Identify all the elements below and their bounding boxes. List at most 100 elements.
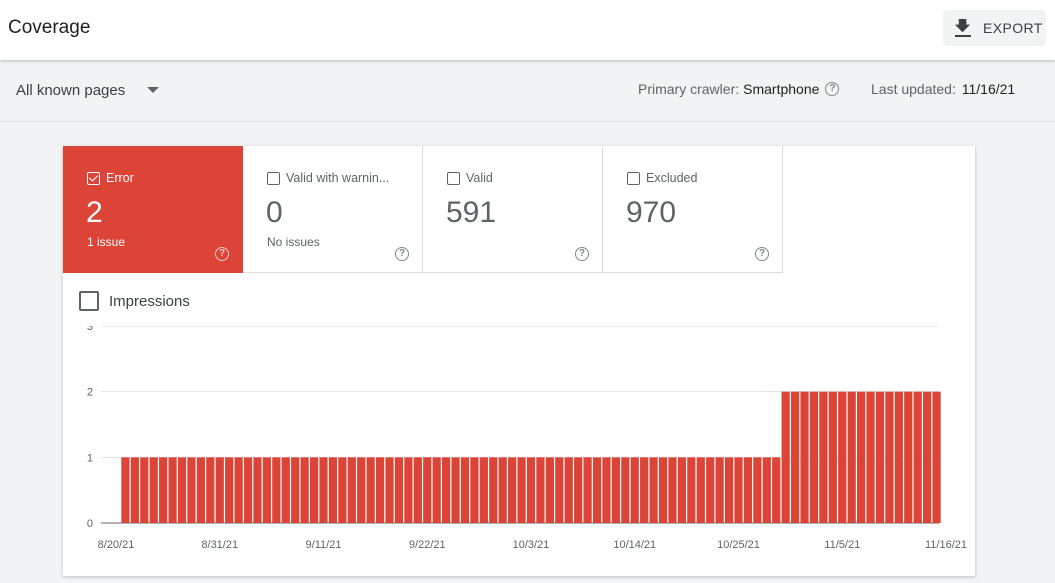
bar xyxy=(328,457,338,523)
impressions-label: Impressions xyxy=(109,292,190,310)
bar xyxy=(149,457,158,523)
bar xyxy=(555,457,564,523)
help-icon[interactable]: ? xyxy=(755,247,769,261)
checkbox-icon xyxy=(627,171,640,185)
help-icon[interactable]: ? xyxy=(215,247,229,261)
bar xyxy=(404,457,413,523)
bar xyxy=(856,391,866,523)
scope-label: All known pages xyxy=(16,81,126,99)
download-icon xyxy=(954,18,971,37)
bar xyxy=(196,457,206,523)
checkbox-icon xyxy=(267,171,280,185)
bar xyxy=(800,391,809,523)
bar xyxy=(762,457,771,523)
caret-down-icon xyxy=(147,87,160,93)
bar xyxy=(526,457,536,523)
bar xyxy=(696,457,705,523)
bar xyxy=(781,391,790,523)
bar xyxy=(479,457,488,523)
bar xyxy=(640,457,649,523)
bar xyxy=(819,391,828,523)
bar xyxy=(187,457,196,523)
tile-valid[interactable]: Valid 591 ? xyxy=(423,146,603,273)
bar xyxy=(574,457,583,523)
bar xyxy=(451,457,460,523)
tile-error[interactable]: Error 2 1 issue ? xyxy=(63,146,243,273)
y-tick-label: 3 xyxy=(87,326,93,333)
bar xyxy=(375,457,385,523)
bar xyxy=(677,457,687,523)
bar xyxy=(932,391,941,523)
bar xyxy=(309,457,319,523)
checkbox-icon xyxy=(87,171,100,185)
bar xyxy=(121,457,130,523)
x-tick-label: 10/25/21 xyxy=(717,539,760,551)
x-tick-label: 9/11/21 xyxy=(306,539,342,551)
y-tick-label: 1 xyxy=(87,452,93,464)
tile-valid-with-warning[interactable]: Valid with warnin... 0 No issues ? xyxy=(243,146,423,273)
tile-label: Error xyxy=(106,171,134,185)
bar xyxy=(243,457,253,523)
bar xyxy=(904,391,913,523)
x-tick-label: 10/14/21 xyxy=(613,539,656,551)
bar xyxy=(385,457,394,523)
tile-label: Valid xyxy=(466,171,493,185)
bar xyxy=(866,391,875,523)
tile-subtext: 1 issue xyxy=(87,235,126,249)
help-icon[interactable]: ? xyxy=(825,82,840,96)
checkbox-icon xyxy=(79,291,99,311)
bar xyxy=(517,457,526,523)
bar xyxy=(441,457,451,523)
bar xyxy=(564,457,573,523)
coverage-chart: Pages01238/20/218/31/219/11/219/22/2110/… xyxy=(87,326,967,551)
bar xyxy=(592,457,602,523)
bar xyxy=(706,457,715,523)
bar xyxy=(923,391,932,523)
x-tick-label: 11/5/21 xyxy=(824,539,860,551)
tile-excluded[interactable]: Excluded 970 ? xyxy=(603,146,783,273)
x-tick-label: 11/16/21 xyxy=(925,539,967,551)
crawler-label: Primary crawler: xyxy=(638,81,740,97)
bar xyxy=(828,391,837,523)
bar xyxy=(724,457,734,523)
bar xyxy=(630,457,639,523)
bar xyxy=(130,457,139,523)
tile-value: 591 xyxy=(446,196,497,229)
bar xyxy=(913,391,922,523)
bar xyxy=(272,457,281,523)
bar xyxy=(460,457,470,523)
filter-bar: All known pages Primary crawler: Smartph… xyxy=(0,60,1055,122)
bar xyxy=(743,457,753,523)
export-button[interactable]: EXPORT xyxy=(943,10,1046,46)
x-tick-label: 10/3/21 xyxy=(513,539,550,551)
bar xyxy=(291,457,300,523)
bar xyxy=(177,457,187,523)
bar xyxy=(621,457,630,523)
bar xyxy=(140,457,149,523)
bar xyxy=(875,391,885,523)
bar xyxy=(790,391,800,523)
bar xyxy=(658,457,668,523)
help-icon[interactable]: ? xyxy=(395,247,409,261)
bar xyxy=(394,457,404,523)
scope-dropdown[interactable]: All known pages xyxy=(16,80,160,100)
bar xyxy=(338,457,347,523)
bar xyxy=(611,457,621,523)
tile-label: Valid with warnin... xyxy=(286,171,390,185)
impressions-toggle[interactable]: Impressions xyxy=(79,291,190,311)
bar xyxy=(489,457,498,523)
tile-value: 2 xyxy=(86,196,103,229)
last-updated: Last updated: 11/16/21 xyxy=(871,81,1015,97)
bar xyxy=(357,457,366,523)
help-icon[interactable]: ? xyxy=(575,247,589,261)
bar xyxy=(498,457,507,523)
bar xyxy=(536,457,545,523)
bar xyxy=(545,457,554,523)
bar xyxy=(602,457,611,523)
tile-subtext: No issues xyxy=(267,235,320,249)
bar xyxy=(253,457,262,523)
bar xyxy=(423,457,432,523)
bar xyxy=(347,457,356,523)
crawler-value: Smartphone xyxy=(743,81,820,97)
top-bar: Coverage EXPORT xyxy=(0,0,1055,60)
